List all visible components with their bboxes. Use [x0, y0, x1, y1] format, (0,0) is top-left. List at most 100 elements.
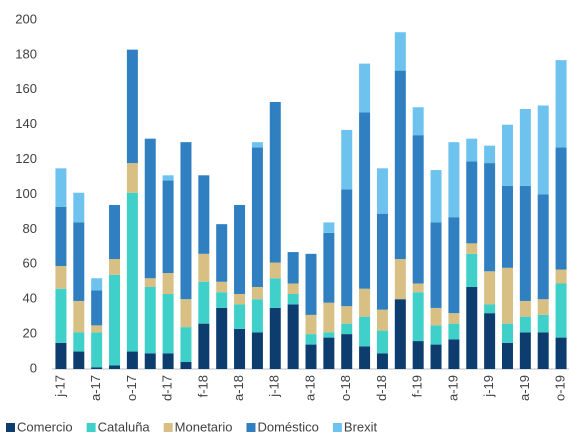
- bar-segment: [394, 299, 406, 369]
- bar-segment: [341, 306, 353, 324]
- bar-segment: [55, 266, 67, 289]
- bar-segment: [376, 168, 388, 214]
- bar-segment: [466, 243, 478, 254]
- bar-segment: [91, 367, 103, 369]
- bar-segment: [484, 163, 496, 272]
- legend-label: Brexit: [344, 419, 378, 434]
- legend-swatch: [246, 423, 256, 432]
- bar-segment: [359, 112, 371, 289]
- bar-segment: [55, 206, 67, 267]
- bar-segment: [555, 60, 567, 148]
- bar-segment: [519, 108, 531, 186]
- bar-segment: [537, 299, 549, 315]
- bar-segment: [412, 292, 424, 342]
- bar-segment: [501, 267, 513, 324]
- bar-segment: [448, 142, 460, 218]
- bar-segment: [323, 337, 335, 369]
- bar-segment: [162, 180, 174, 274]
- y-tick-label: 140: [15, 116, 37, 131]
- bar-segment: [394, 32, 406, 71]
- bar-segment: [73, 351, 85, 369]
- bar-segment: [180, 362, 192, 369]
- y-tick-label: 60: [23, 256, 37, 271]
- legend-swatch: [163, 423, 173, 432]
- bar-segment: [180, 327, 192, 363]
- bar-segment: [234, 328, 246, 369]
- bar-segment: [216, 292, 228, 308]
- y-tick-label: 0: [30, 360, 37, 375]
- bar-segment: [287, 252, 299, 284]
- x-tick-label: d-17: [160, 375, 175, 401]
- bar-segment: [376, 213, 388, 310]
- bar-segment: [144, 278, 156, 287]
- bar-segment: [412, 283, 424, 293]
- x-tick-label: f-18: [195, 375, 210, 397]
- bar-segment: [484, 271, 496, 305]
- y-tick-label: 160: [15, 81, 37, 96]
- bar-segment: [466, 253, 478, 287]
- bar-segment: [501, 323, 513, 343]
- bar-segment: [180, 299, 192, 328]
- bar-segment: [501, 185, 513, 268]
- bar-segment: [109, 259, 121, 275]
- bar-segment: [323, 332, 335, 338]
- bar-segment: [269, 307, 281, 369]
- bar-segment: [162, 175, 174, 181]
- bar-segment: [537, 332, 549, 369]
- legend-swatch: [332, 423, 342, 432]
- bar-segment: [73, 332, 85, 352]
- bar-segment: [537, 314, 549, 333]
- bar-segment: [323, 232, 335, 303]
- bar-segment: [555, 337, 567, 369]
- bar-segment: [109, 204, 121, 260]
- bar-segment: [55, 168, 67, 207]
- bar-segment: [448, 313, 460, 324]
- bar-segment: [484, 145, 496, 164]
- x-tick-label: o-18: [338, 375, 353, 401]
- bar-segment: [73, 222, 85, 301]
- x-tick-label: j-18: [267, 375, 282, 398]
- bar-segment: [519, 300, 531, 317]
- bar-segment: [251, 286, 263, 300]
- bar-segment: [555, 147, 567, 270]
- bar-segment: [394, 70, 406, 260]
- bar-segment: [341, 334, 353, 369]
- bar-segment: [126, 163, 138, 193]
- x-tick-label: f-19: [410, 375, 425, 397]
- bar-segment: [73, 192, 85, 223]
- bar-segment: [180, 142, 192, 300]
- bar-segment: [216, 307, 228, 369]
- bar-segment: [484, 313, 496, 369]
- y-tick-label: 180: [15, 46, 37, 61]
- bar-segment: [126, 192, 138, 352]
- bar-segment: [269, 102, 281, 263]
- bar-segment: [55, 342, 67, 369]
- bar-segment: [519, 185, 531, 301]
- x-tick-label: a-18: [302, 375, 317, 401]
- legend-label: Monetario: [175, 419, 233, 434]
- bar-segment: [466, 161, 478, 244]
- bar-segment: [305, 253, 317, 315]
- bar-segment: [430, 325, 442, 345]
- bar-segment: [162, 353, 174, 369]
- bar-segment: [448, 323, 460, 340]
- bar-segment: [126, 351, 138, 369]
- bar-segment: [91, 278, 103, 291]
- legend-swatch: [6, 423, 15, 432]
- bar-segment: [144, 353, 156, 369]
- bar-segment: [323, 222, 335, 233]
- bar-segment: [73, 300, 85, 333]
- bar-segment: [162, 273, 174, 294]
- y-tick-label: 120: [15, 151, 37, 166]
- legend-label: Cataluña: [98, 419, 151, 434]
- bar-segment: [412, 135, 424, 284]
- x-tick-label: a-19: [517, 375, 532, 401]
- y-tick-label: 100: [15, 186, 37, 201]
- bar-segment: [251, 147, 263, 287]
- bar-segment: [555, 283, 567, 338]
- bar-segment: [251, 142, 263, 148]
- bar-segment: [144, 286, 156, 354]
- bar-segment: [323, 302, 335, 333]
- bar-segment: [216, 281, 228, 293]
